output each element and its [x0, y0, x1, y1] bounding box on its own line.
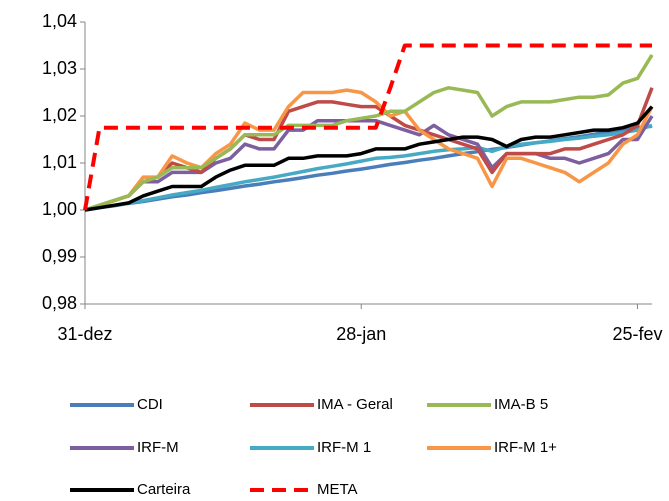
x-tick-label: 31-dez: [57, 324, 112, 344]
series-line: [84, 105, 654, 212]
series-line: [84, 87, 654, 212]
y-tick-label: 0,99: [42, 246, 77, 266]
series-line: [84, 115, 654, 212]
legend-label: IRF-M: [137, 439, 179, 456]
y-tick-label: 1,01: [42, 152, 77, 172]
legend-label: CDI: [137, 396, 163, 413]
y-tick-label: 1,04: [42, 11, 77, 31]
x-tick-label: 28-jan: [336, 324, 386, 344]
legend-label: IMA - Geral: [317, 396, 393, 413]
series-line: [83, 43, 652, 211]
y-tick-label: 1,03: [42, 58, 77, 78]
series-line: [84, 123, 653, 212]
y-tick-label: 1,00: [42, 199, 77, 219]
series-line: [84, 88, 654, 212]
legend-label: META: [317, 481, 358, 498]
legend-label: Carteira: [137, 481, 191, 498]
y-tick-label: 0,98: [42, 293, 77, 313]
series-line: [84, 53, 654, 212]
legend-label: IMA-B 5: [494, 396, 548, 413]
y-tick-label: 1,02: [42, 105, 77, 125]
legend-label: IRF-M 1: [317, 439, 371, 456]
legend-label: IRF-M 1+: [494, 439, 557, 456]
x-tick-label: 25-fev: [612, 324, 662, 344]
